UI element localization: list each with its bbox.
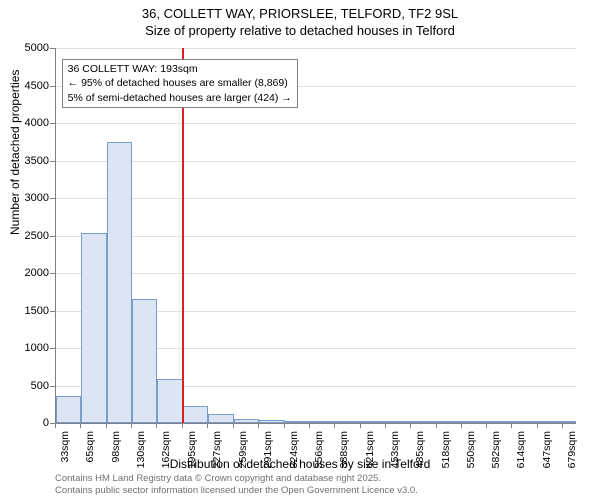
x-tick-mark [55,423,56,428]
x-tick-mark [562,423,563,428]
x-tick-mark [284,423,285,428]
gridline [56,198,576,199]
gridline [56,273,576,274]
annotation-larger: 5% of semi-detached houses are larger (4… [68,91,292,105]
y-tick-label: 3500 [0,155,49,167]
x-tick-mark [385,423,386,428]
y-tick-label: 1000 [0,342,49,354]
histogram-bar [107,142,132,423]
histogram-bar [512,421,538,423]
y-tick-label: 2500 [0,230,49,242]
x-tick-mark [156,423,157,428]
annotation-property: 36 COLLETT WAY: 193sqm [68,62,292,76]
histogram-bar [361,421,386,423]
y-tick-label: 4000 [0,117,49,129]
y-axis-label: Number of detached properties [8,70,22,235]
x-tick-mark [436,423,437,428]
histogram-bar [386,421,411,423]
x-tick-mark [233,423,234,428]
gridline [56,123,576,124]
y-tick-label: 4500 [0,80,49,92]
histogram-bar [81,233,107,424]
x-tick-mark [258,423,259,428]
annotation-box: 36 COLLETT WAY: 193sqm← 95% of detached … [62,59,298,108]
histogram-bar [183,406,208,423]
x-tick-mark [511,423,512,428]
histogram-bar [437,421,462,423]
histogram-bar [335,421,361,423]
chart-container: 36, COLLETT WAY, PRIORSLEE, TELFORD, TF2… [0,0,600,500]
x-tick-mark [537,423,538,428]
x-tick-mark [334,423,335,428]
histogram-bar [462,421,487,423]
y-tick-label: 500 [0,380,49,392]
histogram-bar [538,421,576,423]
histogram-bar [157,379,183,423]
x-tick-mark [486,423,487,428]
histogram-bar [487,421,512,423]
x-tick-mark [309,423,310,428]
x-tick-mark [461,423,462,428]
x-tick-mark [207,423,208,428]
gridline [56,48,576,49]
annotation-smaller: ← 95% of detached houses are smaller (8,… [68,76,292,90]
x-tick-mark [182,423,183,428]
title-block: 36, COLLETT WAY, PRIORSLEE, TELFORD, TF2… [0,0,600,38]
x-tick-mark [131,423,132,428]
y-tick-label: 0 [0,417,49,429]
histogram-bar [208,414,233,423]
plot-area: 36 COLLETT WAY: 193sqm← 95% of detached … [55,48,576,424]
histogram-bar [285,421,310,423]
x-tick-mark [360,423,361,428]
x-tick-mark [410,423,411,428]
y-tick-label: 1500 [0,305,49,317]
y-tick-label: 2000 [0,267,49,279]
x-tick-mark [80,423,81,428]
x-axis-label: Distribution of detached houses by size … [0,457,600,471]
footer-line2: Contains public sector information licen… [55,485,418,497]
histogram-bar [310,421,335,423]
x-tick-mark [106,423,107,428]
histogram-bar [56,396,81,423]
chart-title-address: 36, COLLETT WAY, PRIORSLEE, TELFORD, TF2… [0,6,600,21]
gridline [56,236,576,237]
chart-footer: Contains HM Land Registry data © Crown c… [55,473,418,497]
y-tick-label: 3000 [0,192,49,204]
footer-line1: Contains HM Land Registry data © Crown c… [55,473,418,485]
histogram-bar [234,419,259,423]
gridline [56,161,576,162]
chart-title-subtitle: Size of property relative to detached ho… [0,23,600,38]
histogram-bar [411,421,437,423]
histogram-bar [259,420,285,423]
histogram-bar [132,299,157,423]
y-tick-label: 5000 [0,42,49,54]
